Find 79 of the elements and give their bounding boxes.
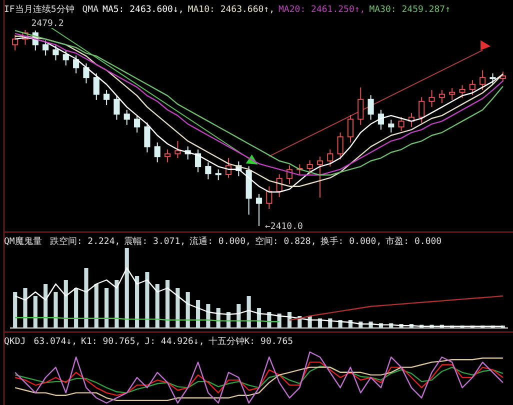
candlestick — [480, 70, 486, 91]
candlestick — [459, 84, 466, 98]
candlestick — [73, 54, 80, 74]
text: 2479.2 — [31, 19, 64, 29]
candlestick — [62, 50, 69, 66]
candlestick — [174, 140, 181, 159]
chart-title: IF当月连续5分钟 — [4, 4, 74, 15]
bar — [23, 288, 28, 328]
candlestick — [104, 90, 110, 106]
candlestick — [124, 109, 130, 126]
candlestick — [164, 149, 171, 163]
text: 十五分钟K: 90.765 — [208, 336, 294, 347]
candlestick — [83, 62, 90, 84]
text: 空间: 0.828, — [254, 236, 316, 247]
candlestick — [388, 119, 394, 134]
text: 63.074↓, — [34, 337, 78, 347]
text: QMA — [82, 5, 100, 15]
bar — [13, 292, 18, 328]
bar — [74, 288, 78, 328]
chart-title: QM魔鬼量 — [4, 236, 42, 247]
bar — [166, 280, 170, 328]
bar — [94, 284, 98, 328]
bar — [54, 292, 58, 328]
candlestick — [286, 164, 293, 185]
candlestick — [449, 88, 456, 100]
text: MA5: 2463.600↓, — [102, 5, 184, 15]
text: MA30: 2459.287↑ — [369, 5, 450, 15]
text: 震幅: 3.071, — [124, 236, 186, 247]
bar — [124, 248, 129, 328]
bar — [114, 280, 119, 328]
bar — [176, 288, 180, 328]
candlestick — [327, 149, 334, 168]
bar — [44, 284, 48, 328]
candlestick — [144, 122, 150, 153]
bar — [104, 288, 109, 328]
candlestick — [418, 96, 425, 124]
text: 市盈: 0.000 — [386, 236, 442, 247]
candlestick — [398, 116, 404, 132]
candlestick — [154, 142, 160, 163]
bar — [186, 292, 190, 328]
candlestick — [52, 45, 59, 61]
candlestick — [358, 86, 364, 126]
bar — [196, 300, 200, 328]
text: MA10: 2463.660↑, — [188, 5, 275, 15]
bar — [84, 268, 88, 328]
candlestick — [428, 90, 435, 108]
text: 流通: 0.000, — [190, 236, 251, 247]
chart-title: QKDJ — [4, 337, 26, 347]
candlestick — [500, 71, 506, 82]
candlestick — [215, 168, 222, 181]
candlestick — [205, 162, 212, 180]
bar — [145, 272, 150, 328]
candlestick — [490, 72, 496, 85]
bar — [135, 276, 140, 328]
text: J: 44.926↓, — [144, 337, 204, 347]
candlestick — [337, 132, 344, 160]
text: 换手: 0.000, — [320, 236, 382, 247]
candlestick — [438, 90, 445, 104]
candlestick — [225, 158, 232, 178]
bar — [246, 296, 251, 328]
candlestick — [12, 34, 18, 51]
candlestick — [256, 193, 262, 226]
bar — [155, 284, 160, 328]
candlestick — [347, 114, 354, 143]
candlestick — [316, 156, 324, 198]
candlestick — [469, 80, 476, 96]
candlestick — [114, 94, 120, 120]
text: 跌空间: 2.224, — [50, 236, 120, 247]
bar — [33, 296, 38, 328]
candlestick — [368, 94, 374, 120]
text: K1: 90.765, — [81, 337, 141, 347]
text: MA20: 2461.250↑, — [278, 5, 366, 15]
candlestick — [306, 160, 313, 175]
annotation: ←2410.0 — [265, 222, 303, 232]
candlestick — [134, 114, 140, 134]
bar — [64, 280, 68, 328]
candlestick — [93, 72, 100, 100]
candlestick — [42, 40, 49, 56]
candlestick — [266, 186, 272, 210]
